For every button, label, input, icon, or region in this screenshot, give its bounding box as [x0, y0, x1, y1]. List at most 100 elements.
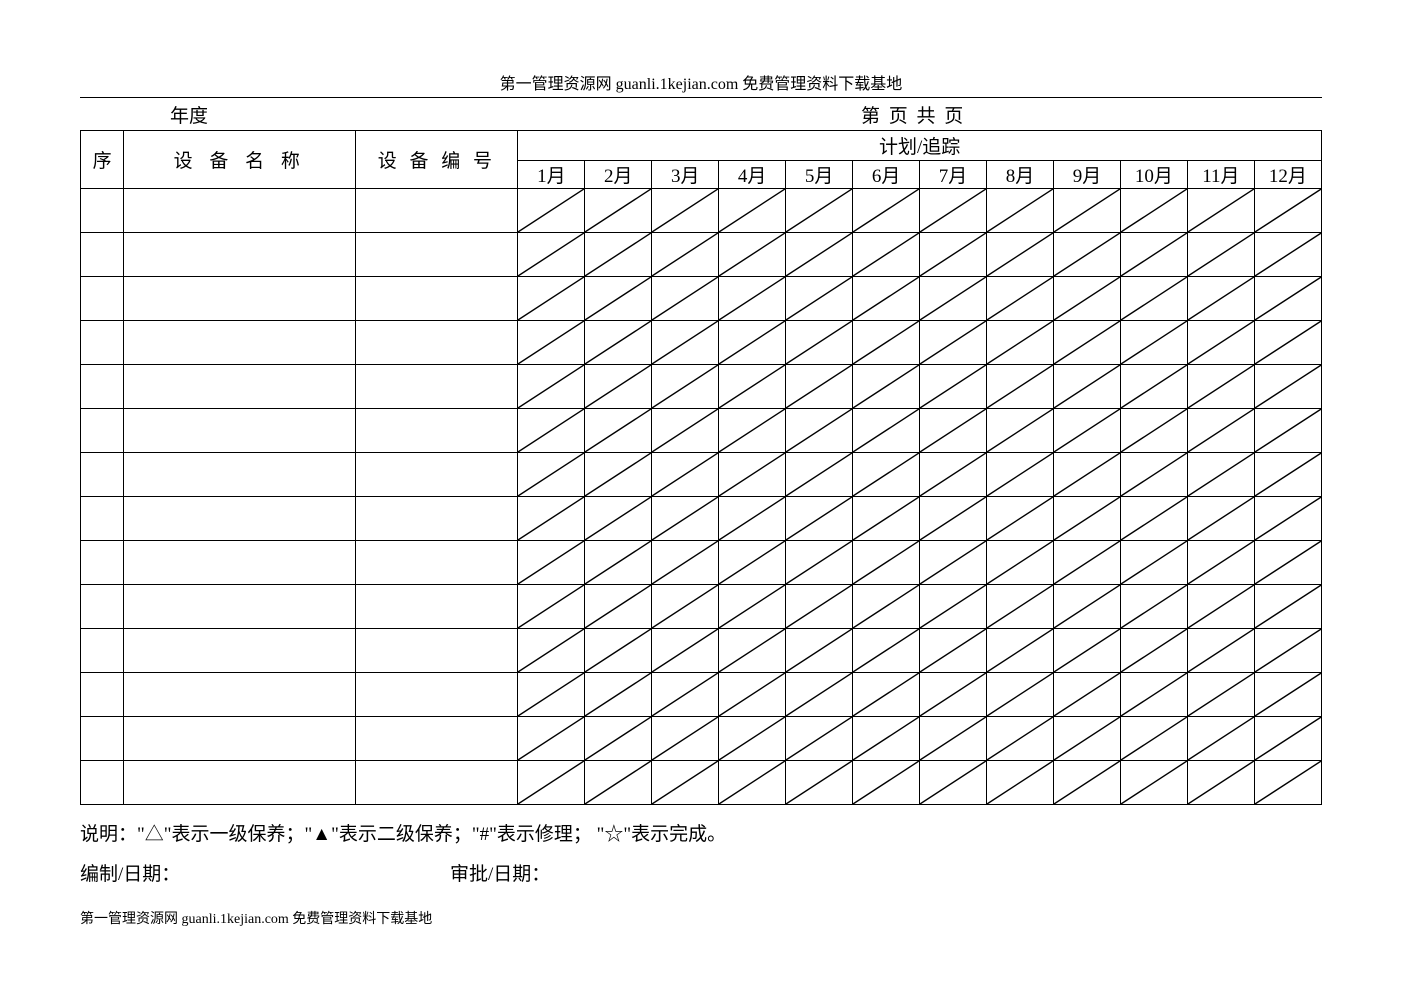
cell-month [1053, 585, 1120, 629]
cell-equipment-name [124, 409, 356, 453]
cell-month [786, 365, 853, 409]
cell-month [920, 497, 987, 541]
cell-month [1053, 453, 1120, 497]
cell-month [652, 541, 719, 585]
cell-month [1254, 365, 1321, 409]
cell-month [719, 365, 786, 409]
cell-month [853, 277, 920, 321]
cell-month [652, 761, 719, 805]
cell-month [786, 233, 853, 277]
cell-equipment-name [124, 233, 356, 277]
cell-month [585, 717, 652, 761]
cell-equipment-code [356, 277, 518, 321]
cell-seq [81, 629, 124, 673]
table-row [81, 277, 1322, 321]
cell-month [786, 761, 853, 805]
cell-month [987, 585, 1054, 629]
cell-month [652, 365, 719, 409]
cell-month [1053, 321, 1120, 365]
cell-month [920, 365, 987, 409]
cell-month [786, 321, 853, 365]
cell-month [1120, 541, 1187, 585]
cell-month [1187, 629, 1254, 673]
col-header-month: 9月 [1053, 161, 1120, 189]
cell-month [1053, 277, 1120, 321]
cell-month [853, 453, 920, 497]
cell-month [518, 717, 585, 761]
cell-month [1187, 585, 1254, 629]
cell-month [518, 189, 585, 233]
cell-month [1254, 761, 1321, 805]
cell-month [585, 277, 652, 321]
cell-month [853, 585, 920, 629]
cell-month [920, 189, 987, 233]
cell-month [1254, 497, 1321, 541]
col-header-month: 3月 [652, 161, 719, 189]
cell-month [1120, 453, 1187, 497]
cell-month [853, 717, 920, 761]
cell-month [1254, 409, 1321, 453]
table-header: 序 设 备 名 称 设 备 编 号 计划/追踪 1月2月3月4月5月6月7月8月… [81, 131, 1322, 189]
cell-month [1254, 189, 1321, 233]
cell-equipment-name [124, 629, 356, 673]
cell-month [1120, 233, 1187, 277]
col-header-month: 4月 [719, 161, 786, 189]
cell-month [518, 585, 585, 629]
cell-month [585, 629, 652, 673]
cell-month [853, 497, 920, 541]
col-header-month: 2月 [585, 161, 652, 189]
cell-month [1120, 497, 1187, 541]
cell-seq [81, 365, 124, 409]
cell-month [1187, 409, 1254, 453]
cell-month [1053, 189, 1120, 233]
signature-row: 编制/日期： 审批/日期： [80, 859, 1322, 886]
header-source-text: 第一管理资源网 guanli.1kejian.com 免费管理资料下载基地 [80, 70, 1322, 94]
cell-month [1120, 673, 1187, 717]
cell-equipment-code [356, 585, 518, 629]
cell-equipment-code [356, 409, 518, 453]
cell-month [652, 409, 719, 453]
col-header-seq: 序 [81, 131, 124, 189]
cell-month [1187, 761, 1254, 805]
cell-month [920, 233, 987, 277]
cell-month [585, 233, 652, 277]
cell-month [853, 761, 920, 805]
table-row [81, 233, 1322, 277]
cell-equipment-name [124, 277, 356, 321]
cell-month [518, 453, 585, 497]
cell-month [585, 497, 652, 541]
cell-month [719, 189, 786, 233]
cell-month [585, 321, 652, 365]
cell-month [652, 189, 719, 233]
cell-month [920, 321, 987, 365]
legend-notes: 说明："△"表示一级保养；"▲"表示二级保养；"#"表示修理； "☆"表示完成。 [80, 817, 1322, 853]
cell-equipment-name [124, 717, 356, 761]
approved-by-label: 审批/日期： [450, 859, 550, 886]
year-label: 年度 [80, 101, 701, 128]
cell-equipment-code [356, 233, 518, 277]
cell-month [652, 233, 719, 277]
cell-equipment-name [124, 365, 356, 409]
cell-equipment-code [356, 541, 518, 585]
table-row [81, 497, 1322, 541]
cell-month [987, 233, 1054, 277]
cell-month [719, 321, 786, 365]
cell-seq [81, 453, 124, 497]
cell-month [518, 321, 585, 365]
cell-month [1120, 409, 1187, 453]
cell-month [585, 365, 652, 409]
cell-month [719, 673, 786, 717]
cell-month [853, 673, 920, 717]
cell-month [1120, 717, 1187, 761]
cell-equipment-name [124, 189, 356, 233]
cell-month [1120, 629, 1187, 673]
cell-month [1254, 453, 1321, 497]
cell-month [987, 497, 1054, 541]
cell-month [987, 365, 1054, 409]
cell-month [1120, 761, 1187, 805]
cell-month [987, 629, 1054, 673]
table-row [81, 189, 1322, 233]
cell-month [1254, 233, 1321, 277]
cell-month [920, 277, 987, 321]
cell-month [987, 409, 1054, 453]
